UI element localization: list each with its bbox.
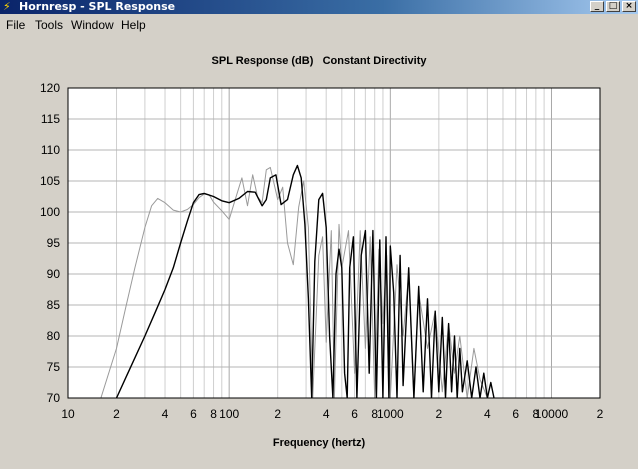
y-tick-label: 85 xyxy=(47,298,61,312)
y-tick-label: 75 xyxy=(47,360,61,374)
window-controls: _ □ × xyxy=(588,1,636,13)
y-tick-labels: 70 75 80 85 90 95 100 105 110 115 120 xyxy=(40,81,60,405)
y-tick-label: 105 xyxy=(40,174,60,188)
x-tick-label: 4 xyxy=(162,407,169,421)
y-tick-label: 80 xyxy=(47,329,61,343)
y-tick-label: 120 xyxy=(40,81,60,95)
x-tick-label: 2 xyxy=(113,407,120,421)
y-tick-label: 110 xyxy=(41,143,60,157)
plot-frame xyxy=(67,87,601,399)
series-group xyxy=(100,164,495,398)
y-tick-label: 90 xyxy=(47,267,61,281)
minimize-button[interactable]: _ xyxy=(590,1,604,12)
y-tick-label: 100 xyxy=(40,205,60,219)
x-tick-label: 6 xyxy=(512,407,519,421)
menu-window[interactable]: Window xyxy=(71,18,114,32)
menu-tools[interactable]: Tools xyxy=(35,18,64,32)
x-axis-label: Frequency (hertz) xyxy=(272,437,366,449)
window-title: Hornresp - SPL Response xyxy=(19,0,176,13)
x-tick-label: 1000 xyxy=(377,407,404,421)
title-bar: ⚡ Hornresp - SPL Response _ □ × xyxy=(0,0,638,14)
x-tick-label: 4 xyxy=(484,407,491,421)
y-tick-label: 95 xyxy=(47,236,61,250)
grid-major xyxy=(68,88,600,398)
x-tick-label: 6 xyxy=(351,407,358,421)
x-tick-label: 10 xyxy=(61,407,75,421)
menu-bar: File Tools Window Help xyxy=(0,16,638,34)
x-tick-label: 2 xyxy=(597,407,604,421)
plot-title-mode: Constant Directivity xyxy=(322,55,427,67)
plot-title-main: SPL Response (dB) xyxy=(211,55,314,67)
x-tick-label: 8 xyxy=(371,407,378,421)
maximize-button[interactable]: □ xyxy=(606,1,620,12)
y-tick-label: 115 xyxy=(41,112,60,126)
x-tick-label: 6 xyxy=(190,407,197,421)
x-tick-label: 8 xyxy=(533,407,540,421)
lightning-icon: ⚡ xyxy=(3,0,11,13)
x-tick-label: 2 xyxy=(274,407,281,421)
x-tick-label: 2 xyxy=(435,407,442,421)
x-tick-label: 100 xyxy=(219,407,239,421)
series-line-primary xyxy=(115,164,495,398)
menu-help[interactable]: Help xyxy=(121,18,146,32)
y-tick-label: 70 xyxy=(47,391,61,405)
close-button[interactable]: × xyxy=(622,1,636,12)
x-tick-label: 4 xyxy=(323,407,330,421)
plot-title: SPL Response (dB) Constant Directivity xyxy=(0,55,638,67)
menu-file[interactable]: File xyxy=(6,18,26,32)
x-tick-label: 10000 xyxy=(535,407,569,421)
x-tick-label: 8 xyxy=(210,407,217,421)
